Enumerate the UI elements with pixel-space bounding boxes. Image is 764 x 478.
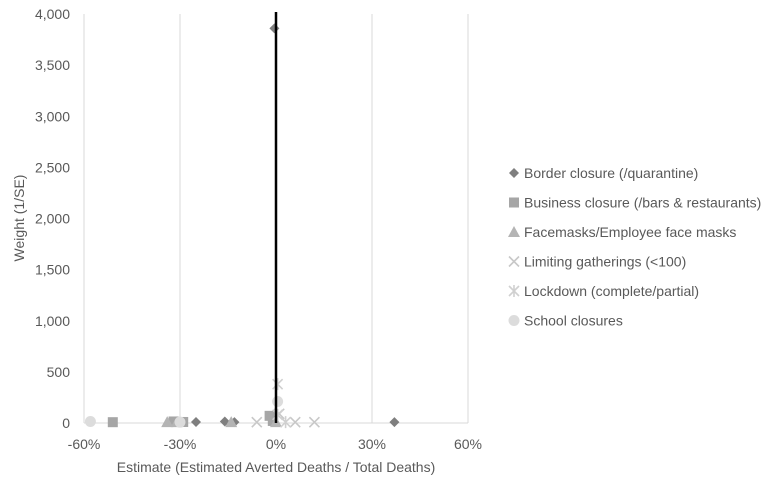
data-point-star <box>280 416 292 429</box>
x-tick-label: 60% <box>454 436 482 452</box>
data-point-circle <box>84 415 96 427</box>
data-point-x <box>308 416 320 428</box>
legend: Border closure (/quarantine) Business clo… <box>508 165 761 329</box>
legend-label: School closures <box>524 313 623 329</box>
legend-label: Lockdown (complete/partial) <box>524 283 699 299</box>
data-point-square <box>168 416 179 427</box>
data-point-x <box>289 416 301 428</box>
y-tick-label: 3,500 <box>35 57 70 73</box>
legend-marker-triangle <box>508 226 520 237</box>
legend-label: Facemasks/Employee face masks <box>524 224 736 240</box>
legend-marker-diamond <box>509 168 519 178</box>
legend-label: Border closure (/quarantine) <box>524 165 698 181</box>
data-point-square <box>107 417 118 428</box>
legend-marker-circle <box>508 315 520 326</box>
x-tick-label: -30% <box>164 436 197 452</box>
data-point-triangle <box>161 416 174 428</box>
data-point-x <box>251 416 263 428</box>
data-point-diamond <box>269 23 280 34</box>
legend-marker-star <box>508 285 520 297</box>
data-point-square <box>267 415 278 426</box>
data-point-diamond <box>191 416 201 427</box>
data-point-square <box>264 410 275 421</box>
data-point-star <box>272 378 284 391</box>
y-tick-label: 2,000 <box>35 211 70 227</box>
x-tick-label: 30% <box>358 436 386 452</box>
data-point-circle <box>272 396 284 408</box>
data-points <box>84 23 400 429</box>
legend-label: Limiting gatherings (<100) <box>524 254 686 270</box>
data-point-circle <box>174 416 186 428</box>
y-tick-label: 4,000 <box>35 6 70 22</box>
x-tick-label: 0% <box>266 436 286 452</box>
y-tick-label: 3,000 <box>35 108 70 124</box>
y-tick-label: 1,500 <box>35 262 70 278</box>
y-tick-label: 0 <box>62 415 70 431</box>
x-axis-title: Estimate (Estimated Averted Deaths / Tot… <box>117 459 436 475</box>
y-tick-label: 500 <box>47 364 71 380</box>
data-point-diamond <box>389 417 400 428</box>
y-tick-label: 2,500 <box>35 159 70 175</box>
data-point-triangle <box>225 416 238 428</box>
legend-marker-x <box>508 255 520 268</box>
legend-marker-square <box>509 197 519 208</box>
legend-label: Business closure (/bars & restaurants) <box>524 195 761 211</box>
tick-labels: -60% -30% 0% 30% 60% 0 500 1,000 1,500 2,000 2,500… <box>35 6 482 452</box>
y-axis-title: Weight (1/SE) <box>11 175 27 262</box>
y-tick-label: 1,000 <box>35 313 70 329</box>
x-tick-label: -60% <box>68 436 101 452</box>
